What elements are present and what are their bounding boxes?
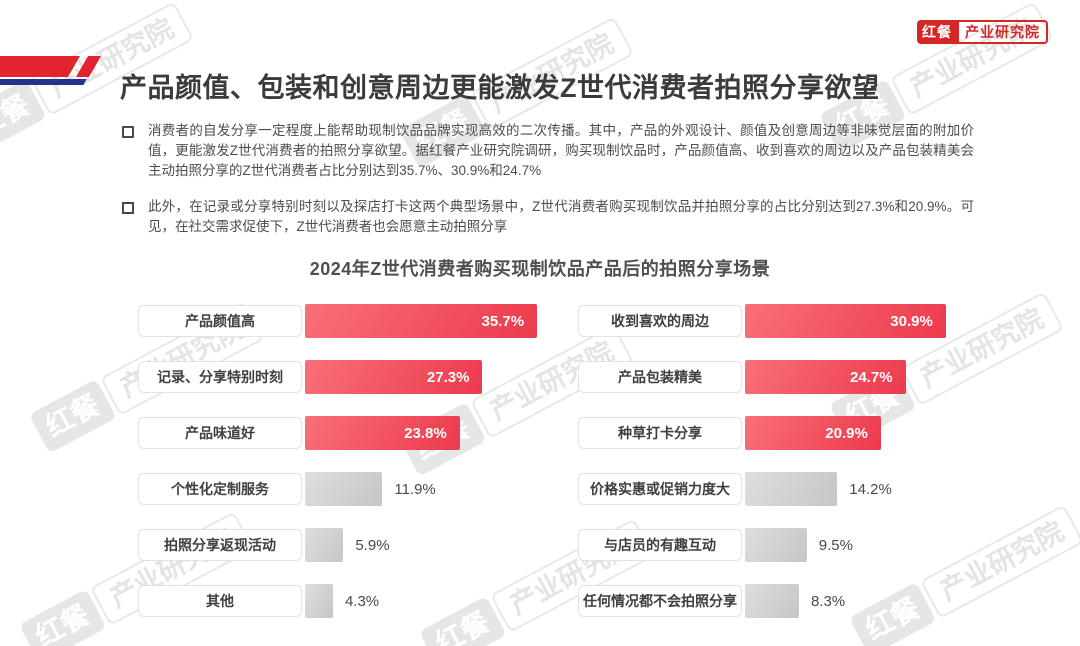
bar-muted (305, 528, 344, 562)
bar-value: 9.5% (818, 536, 853, 554)
bar-muted (305, 584, 333, 618)
summary-bullets: 消费者的自发分享一定程度上能帮助现制饮品品牌实现高效的二次传播。其中，产品的外观… (122, 121, 974, 253)
bar-value: 30.9% (890, 312, 933, 330)
bar-highlighted: 30.9% (745, 304, 946, 338)
brand-logo: 红餐 产业研究院 (917, 20, 1048, 44)
category-label: 其他 (138, 585, 302, 617)
chart-row: 其他 4.3% (138, 584, 537, 618)
bullet-item: 此外，在记录或分享特别时刻以及探店打卡这两个典型场景中，Z世代消费者购买现制饮品… (122, 197, 974, 237)
category-label: 产品包装精美 (578, 361, 742, 393)
accent-red-tip (75, 56, 102, 77)
chart-column-left: 产品颜值高 35.7% 记录、分享特别时刻 27.3% 产品味道好 23.8% … (138, 304, 538, 640)
chart-row: 个性化定制服务 11.9% (138, 472, 537, 506)
bullet-square-icon (122, 202, 134, 214)
bar-muted (745, 528, 807, 562)
bar-muted (745, 472, 838, 506)
bar-highlighted: 20.9% (745, 416, 881, 450)
category-label: 任何情况都不会拍照分享 (578, 585, 742, 617)
bar-value: 27.3% (426, 368, 470, 386)
brand-logo-unit: 产业研究院 (957, 20, 1048, 44)
bullet-text: 消费者的自发分享一定程度上能帮助现制饮品品牌实现高效的二次传播。其中，产品的外观… (148, 123, 974, 178)
bullet-text: 此外，在记录或分享特别时刻以及探店打卡这两个典型场景中，Z世代消费者购买现制饮品… (148, 199, 974, 234)
accent-blue-bar (0, 79, 87, 85)
page-title: 产品颜值、包装和创意周边更能激发Z世代消费者拍照分享欲望 (120, 73, 880, 104)
bar-value: 20.9% (825, 424, 868, 442)
chart-column-right: 收到喜欢的周边 30.9% 产品包装精美 24.7% 种草打卡分享 20.9% … (578, 304, 946, 640)
bar-value: 8.3% (810, 592, 846, 610)
bar-muted (745, 584, 799, 618)
bar-value: 4.3% (344, 592, 380, 610)
category-label: 与店员的有趣互动 (578, 529, 742, 561)
chart-row: 与店员的有趣互动 9.5% (578, 528, 946, 562)
category-label: 收到喜欢的周边 (578, 305, 742, 337)
category-label: 种草打卡分享 (578, 417, 742, 449)
chart-row: 产品味道好 23.8% (138, 416, 537, 450)
chart-row: 产品颜值高 35.7% (138, 304, 538, 338)
chart-row: 收到喜欢的周边 30.9% (578, 304, 946, 338)
bar-value: 11.9% (394, 480, 436, 498)
brand-logo-mark: 红餐 (917, 20, 957, 44)
category-label: 个性化定制服务 (138, 473, 302, 505)
chart-row: 产品包装精美 24.7% (578, 360, 946, 394)
bar-value: 35.7% (481, 312, 525, 330)
chart-row: 记录、分享特别时刻 27.3% (138, 360, 537, 394)
bar-value: 14.2% (849, 480, 892, 498)
category-label: 价格实惠或促销力度大 (578, 473, 742, 505)
chart-title: 2024年Z世代消费者购买现制饮品产品后的拍照分享场景 (309, 259, 771, 279)
chart-row: 任何情况都不会拍照分享 8.3% (578, 584, 946, 618)
bullet-item: 消费者的自发分享一定程度上能帮助现制饮品品牌实现高效的二次传播。其中，产品的外观… (122, 121, 974, 181)
chart-row: 拍照分享返现活动 5.9% (138, 528, 537, 562)
category-label: 产品味道好 (138, 417, 302, 449)
bar-value: 5.9% (355, 536, 390, 554)
bar-value: 23.8% (404, 424, 447, 442)
bar-muted (305, 472, 383, 506)
bullet-square-icon (122, 126, 134, 138)
bar-highlighted: 35.7% (305, 304, 538, 338)
bar-highlighted: 23.8% (305, 416, 460, 450)
category-label: 产品颜值高 (138, 305, 302, 337)
category-label: 拍照分享返现活动 (138, 529, 302, 561)
bar-highlighted: 27.3% (305, 360, 483, 394)
chart-row: 价格实惠或促销力度大 14.2% (578, 472, 946, 506)
bar-highlighted: 24.7% (745, 360, 906, 394)
accent-red-bar (0, 56, 81, 77)
category-label: 记录、分享特别时刻 (138, 361, 302, 393)
title-accent-shape (0, 56, 120, 86)
chart-row: 种草打卡分享 20.9% (578, 416, 946, 450)
bar-value: 24.7% (850, 368, 893, 386)
